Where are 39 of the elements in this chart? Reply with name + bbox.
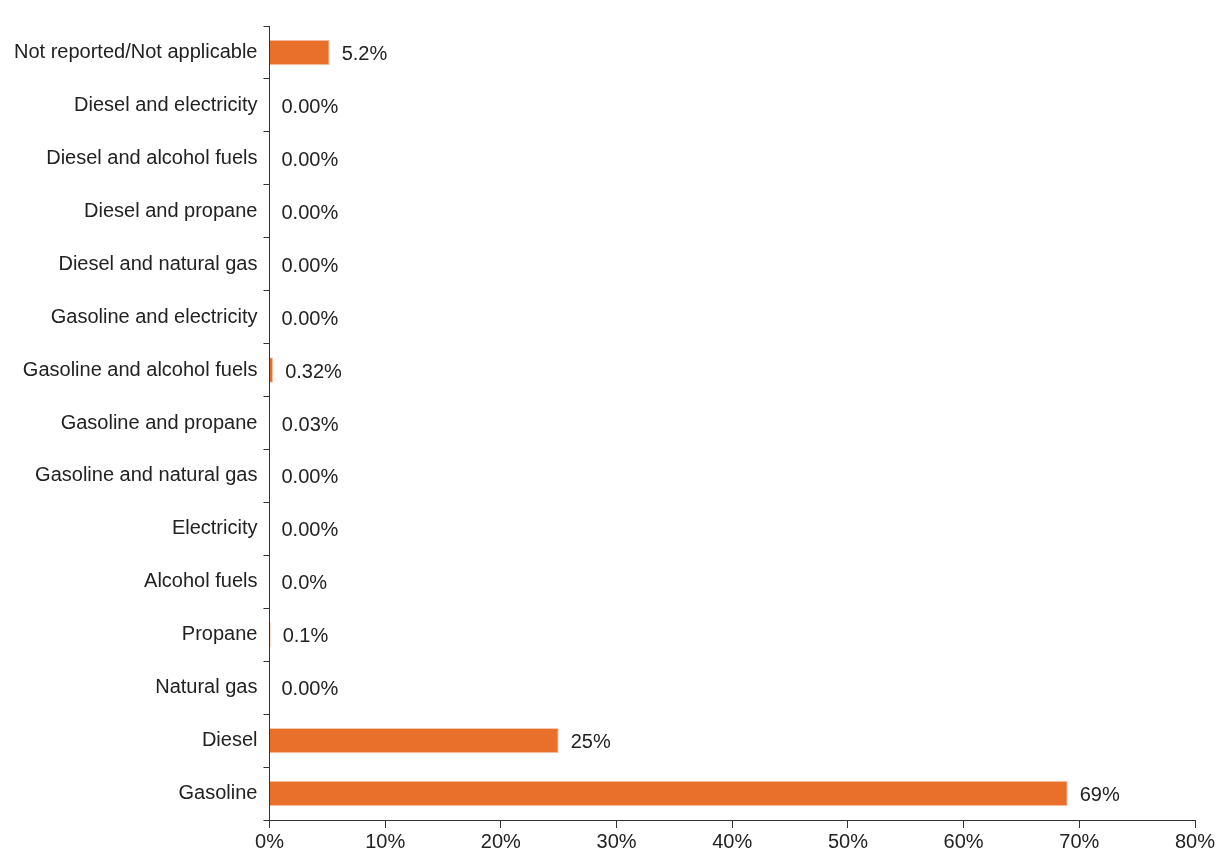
data-label: 0.32% [285,359,343,382]
x-tick-label: 30% [596,829,637,852]
y-tick-label: Diesel and electricity [74,92,258,115]
data-label: 0.00% [281,306,339,329]
x-tick-label: 20% [480,829,522,852]
x-tick-label: 70% [1059,829,1100,852]
x-tick-label: 80% [1174,829,1216,852]
data-label: 0.00% [281,677,339,700]
y-tick-label: Not reported/Not applicable [13,39,258,62]
data-label: 0.00% [281,147,339,170]
y-tick-label: Propane [181,622,258,645]
data-label: 0.03% [281,412,339,435]
data-label: 0.0% [281,571,328,594]
y-tick-label: Diesel and natural gas [58,251,258,274]
y-tick-label: Alcohol fuels [144,569,258,592]
data-label: 0.00% [281,465,339,488]
data-label: 0.1% [282,624,329,647]
x-tick-label: 60% [943,829,984,852]
y-tick-label: Natural gas [155,675,258,698]
data-label: 0.00% [281,518,339,541]
x-tick-label: 10% [365,829,406,852]
data-label: 69% [1079,783,1120,806]
y-tick-label: Diesel and propane [84,198,258,221]
y-tick-label: Diesel and alcohol fuels [46,145,258,168]
data-label: 5.2% [341,41,388,64]
y-tick-label: Gasoline and electricity [50,304,258,327]
data-label: 25% [570,730,611,753]
x-tick-label: 50% [827,829,869,852]
data-label: 0.00% [281,253,339,276]
y-tick-label: Electricity [171,516,258,539]
y-tick-label: Gasoline and alcohol fuels [22,357,258,380]
x-tick-label: 0% [255,829,285,852]
x-tick-label: 40% [712,829,753,852]
y-tick-label: Diesel [201,728,258,751]
data-label: 0.00% [281,94,339,117]
y-tick-label: Gasoline [178,781,258,804]
y-tick-label: Gasoline and natural gas [35,463,258,486]
y-tick-label: Gasoline and propane [60,410,258,433]
data-label: 0.00% [281,200,339,223]
